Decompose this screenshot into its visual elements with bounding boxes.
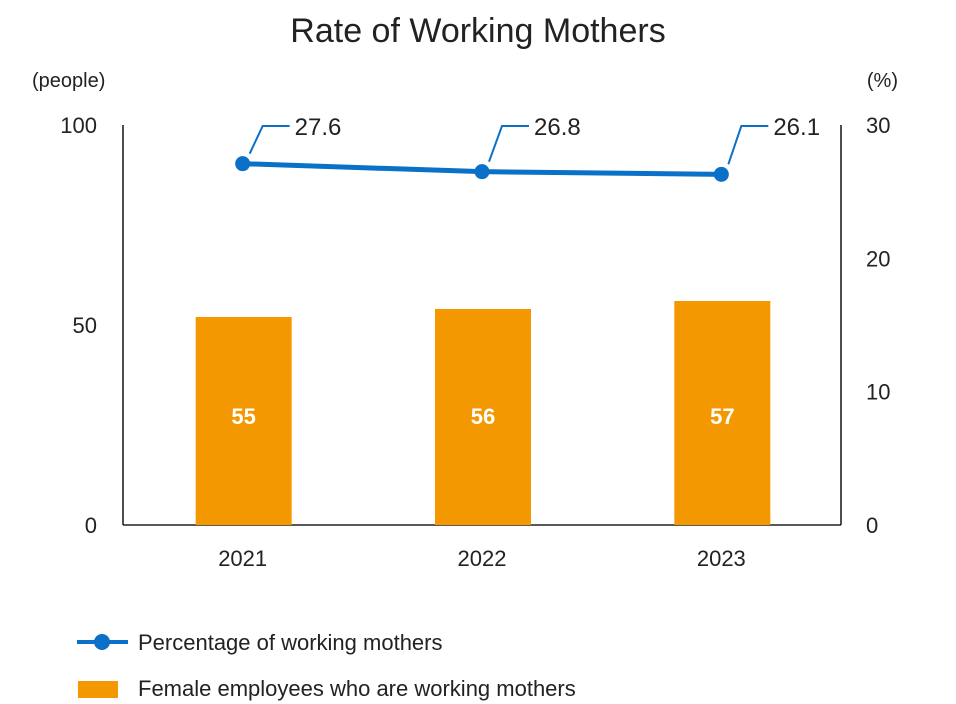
left-tick-label: 50 [73, 313, 97, 338]
x-tick-label: 2023 [697, 546, 746, 571]
line-data-label: 27.6 [295, 114, 342, 141]
bar-data-label: 57 [710, 404, 734, 429]
right-tick-label: 20 [866, 246, 890, 271]
line-point [714, 167, 729, 182]
chart-title: Rate of Working Mothers [290, 12, 665, 50]
left-tick-label: 0 [85, 513, 97, 538]
legend-line-label: Percentage of working mothers [138, 630, 443, 655]
right-tick-label: 10 [866, 380, 890, 405]
line-label-leader [250, 126, 290, 154]
legend-bar-label: Female employees who are working mothers [138, 676, 576, 701]
legend-line-marker [94, 634, 110, 650]
right-tick-label: 0 [866, 513, 878, 538]
x-tick-label: 2022 [458, 546, 507, 571]
right-tick-label: 30 [866, 113, 890, 138]
chart-marks: 0 50 100 0 10 20 30 2021 2022 2023 55 56 57 27.6 26.8 2… [60, 113, 890, 571]
line-label-leader [728, 126, 768, 164]
right-axis-unit: (%) [867, 70, 898, 92]
line-label-leader [489, 126, 529, 162]
legend: Percentage of working mothers Female empl… [77, 630, 576, 701]
left-tick-label: 100 [60, 113, 97, 138]
legend-bar-swatch [78, 681, 118, 698]
line-data-label: 26.8 [534, 114, 581, 141]
line-data-label: 26.1 [773, 114, 820, 141]
bar-data-label: 56 [471, 404, 495, 429]
left-axis-unit: (people) [32, 70, 105, 92]
bar-data-label: 55 [231, 404, 255, 429]
line-point [235, 156, 250, 171]
x-tick-label: 2021 [218, 546, 267, 571]
line-point [475, 164, 490, 179]
